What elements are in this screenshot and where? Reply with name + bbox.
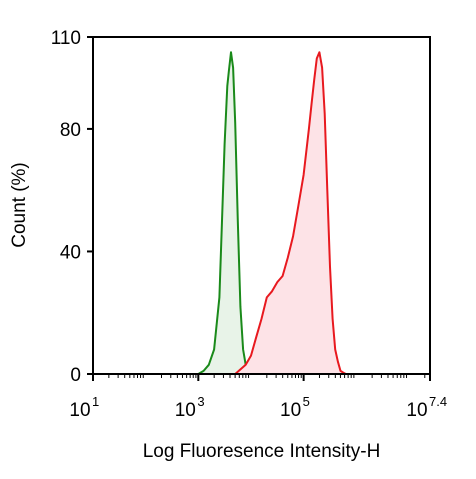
y-tick-label-0: 0 (70, 365, 81, 386)
y-tick-label-2: 80 (60, 120, 81, 141)
y-tick-label-3: 110 (51, 28, 81, 49)
x-axis-label: Log Fluoresence Intensity-H (143, 441, 381, 462)
x-tick-exp-0: 1 (92, 394, 99, 409)
x-tick-exp-1: 3 (197, 394, 204, 409)
x-tick-label-3: 10 (406, 400, 427, 421)
series-layer (197, 51, 357, 375)
x-tick-exp-2: 5 (303, 394, 310, 409)
series-0-fill (198, 52, 251, 375)
x-tick-label-0: 10 (69, 400, 90, 421)
series-0-line (197, 51, 252, 375)
x-tick-label-2: 10 (280, 400, 301, 421)
y-tick-label-1: 40 (60, 242, 81, 263)
y-axis-label: Count (%) (9, 162, 30, 248)
x-tick-exp-3: 7.4 (429, 394, 447, 409)
series-1-line (234, 51, 357, 375)
plot-frame (92, 36, 431, 375)
series-1-fill (235, 52, 357, 375)
x-tick-label-1: 10 (175, 400, 196, 421)
